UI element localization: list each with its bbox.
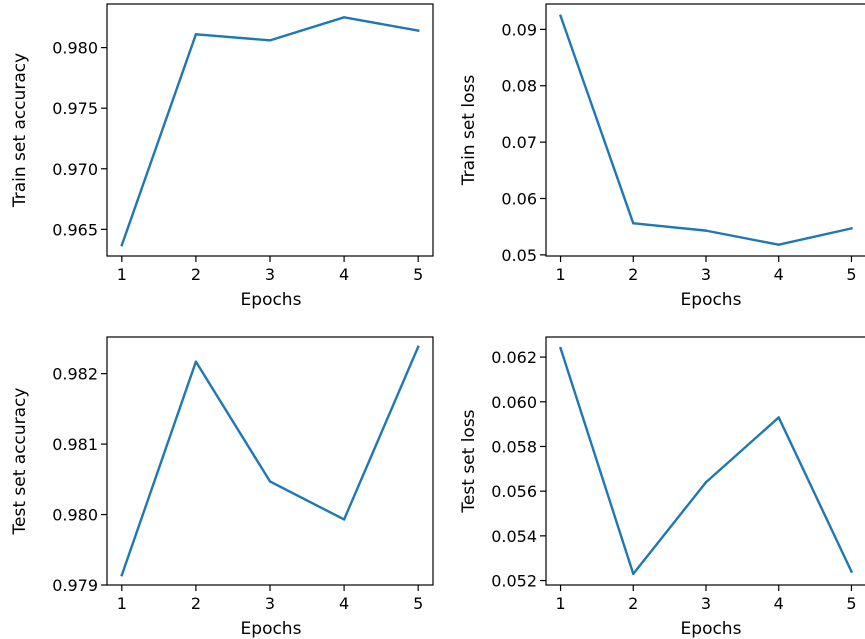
test-accuracy-point bbox=[268, 480, 272, 483]
train-loss-series-line bbox=[559, 14, 853, 246]
test-accuracy-point bbox=[120, 573, 124, 577]
train-accuracy-y-axis-label: Train set accuracy bbox=[10, 53, 30, 208]
test-loss-point bbox=[559, 346, 562, 350]
test-loss-y-axis-label: Test set loss bbox=[459, 409, 479, 513]
train-accuracy-point bbox=[194, 33, 198, 36]
train-loss-x-tick-label: 4 bbox=[774, 265, 784, 284]
train-loss-x-tick-label: 2 bbox=[628, 265, 638, 284]
test-accuracy-axes-frame bbox=[106, 336, 434, 586]
train-accuracy-x-tick-label: 5 bbox=[413, 265, 423, 284]
test-accuracy-y-tick-label: 0.980 bbox=[52, 506, 98, 525]
test-loss-x-axis-label: Epochs bbox=[681, 619, 742, 639]
train-loss-point bbox=[632, 222, 635, 225]
train-accuracy-x-axis-label: Epochs bbox=[241, 290, 302, 310]
test-accuracy-x-tick-label: 4 bbox=[339, 594, 349, 613]
test-accuracy-x-tick-label: 3 bbox=[265, 594, 275, 613]
test-accuracy-y-tick-label: 0.981 bbox=[52, 435, 98, 454]
test-accuracy-y-tick-label: 0.979 bbox=[52, 576, 98, 595]
test-accuracy-x-axis-label: Epochs bbox=[241, 619, 302, 639]
train-accuracy-axes-frame bbox=[106, 3, 434, 257]
test-loss-x-tick-label: 3 bbox=[701, 594, 711, 613]
test-loss-x-tick-label: 1 bbox=[555, 594, 565, 613]
train-loss-x-tick-label: 1 bbox=[555, 265, 565, 284]
test-loss-series-line bbox=[559, 346, 854, 576]
test-loss-point bbox=[850, 570, 853, 573]
train-loss-y-tick-label: 0.05 bbox=[501, 246, 537, 265]
train-loss-y-tick-label: 0.09 bbox=[501, 20, 537, 39]
test-accuracy-x-tick-label: 5 bbox=[413, 594, 423, 613]
test-accuracy-y-axis-label: Test set accuracy bbox=[10, 388, 30, 536]
train-loss-x-tick-label: 5 bbox=[846, 265, 856, 284]
train-loss-subplot: 1 2 3 4 5 0.05 0.06 0.07 0.08 0.09 Epochs Train set… bbox=[459, 3, 865, 310]
train-loss-point bbox=[704, 229, 708, 232]
train-accuracy-y-tick-label: 0.970 bbox=[52, 160, 98, 179]
train-accuracy-point bbox=[120, 243, 124, 247]
train-accuracy-point bbox=[416, 29, 420, 32]
train-accuracy-x-tick-label: 4 bbox=[339, 265, 349, 284]
test-loss-y-tick-label: 0.058 bbox=[491, 437, 537, 456]
test-loss-point bbox=[704, 481, 708, 484]
test-loss-subplot: 1 2 3 4 5 0.052 0.054 0.056 0.058 0.060 0.062 Epoch… bbox=[459, 336, 865, 639]
test-loss-x-tick-label: 2 bbox=[628, 594, 638, 613]
test-loss-point bbox=[632, 572, 635, 576]
test-loss-y-tick-label: 0.060 bbox=[491, 393, 537, 412]
train-accuracy-subplot: 1 2 3 4 5 0.965 0.970 0.975 0.980 Epochs Train set… bbox=[10, 3, 434, 310]
train-loss-point bbox=[777, 243, 780, 246]
train-loss-y-axis-label: Train set loss bbox=[459, 75, 479, 187]
train-accuracy-y-tick-label: 0.975 bbox=[52, 99, 98, 118]
train-loss-point bbox=[559, 14, 562, 18]
train-loss-y-tick-label: 0.06 bbox=[501, 189, 537, 208]
train-loss-y-tick-label: 0.08 bbox=[501, 77, 537, 96]
train-accuracy-y-tick-label: 0.965 bbox=[52, 220, 98, 239]
train-loss-axes-frame bbox=[545, 3, 865, 257]
test-accuracy-subplot: 1 2 3 4 5 0.979 0.980 0.981 0.982 Epochs Test set … bbox=[10, 336, 434, 639]
test-loss-y-tick-label: 0.056 bbox=[491, 482, 537, 501]
train-loss-point bbox=[850, 227, 853, 230]
test-loss-y-tick-label: 0.062 bbox=[491, 348, 537, 367]
test-loss-y-tick-label: 0.052 bbox=[491, 572, 537, 591]
test-loss-x-tick-label: 5 bbox=[846, 594, 856, 613]
test-accuracy-y-tick-label: 0.982 bbox=[52, 365, 98, 384]
test-loss-x-tick-label: 4 bbox=[774, 594, 784, 613]
train-loss-x-tick-label: 3 bbox=[701, 265, 711, 284]
test-accuracy-point bbox=[416, 345, 420, 349]
test-loss-point bbox=[777, 416, 780, 419]
train-accuracy-x-tick-label: 3 bbox=[265, 265, 275, 284]
train-loss-x-axis-label: Epochs bbox=[681, 290, 742, 310]
test-accuracy-point bbox=[342, 518, 346, 521]
train-accuracy-point bbox=[268, 39, 272, 42]
test-loss-y-tick-label: 0.054 bbox=[491, 527, 537, 546]
test-accuracy-x-tick-label: 1 bbox=[117, 594, 127, 613]
test-accuracy-point bbox=[194, 360, 198, 363]
train-accuracy-x-tick-label: 2 bbox=[191, 265, 201, 284]
train-loss-y-tick-label: 0.07 bbox=[501, 133, 537, 152]
test-accuracy-x-tick-label: 2 bbox=[191, 594, 201, 613]
train-accuracy-y-tick-label: 0.980 bbox=[52, 39, 98, 58]
train-accuracy-x-tick-label: 1 bbox=[117, 265, 127, 284]
test-accuracy-series-line bbox=[120, 345, 420, 577]
test-loss-axes-frame bbox=[545, 336, 865, 586]
train-accuracy-series-line bbox=[120, 16, 420, 247]
train-accuracy-point bbox=[342, 16, 346, 19]
